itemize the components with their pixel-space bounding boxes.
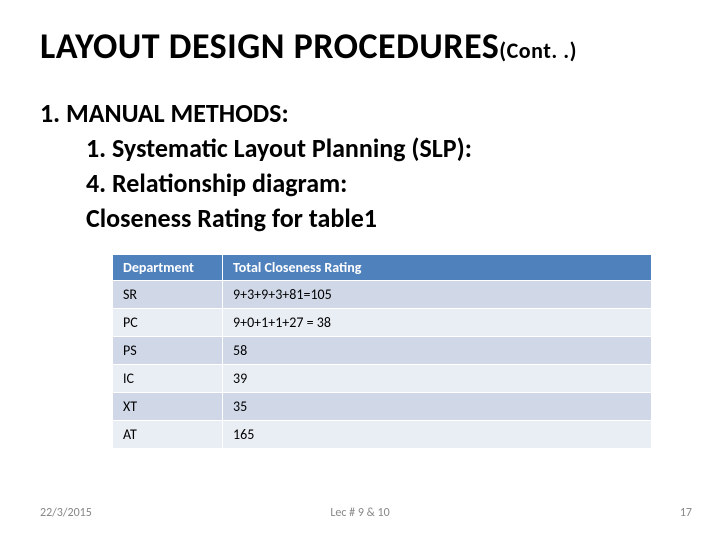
th-rating: Total Closeness Rating xyxy=(223,255,652,281)
body-line-2: 1. Systematic Layout Planning (SLP): xyxy=(40,131,680,166)
body-line-1: 1. MANUAL METHODS: xyxy=(40,96,680,131)
table-row: SR9+3+9+3+81=105 xyxy=(113,281,652,309)
cell-rating: 9+0+1+1+27 = 38 xyxy=(223,309,652,337)
cell-rating: 58 xyxy=(223,337,652,365)
body-line-3: 4. Relationship diagram: xyxy=(40,166,680,201)
table-header-row: Department Total Closeness Rating xyxy=(113,255,652,281)
table-row: AT165 xyxy=(113,421,652,449)
cell-department: PC xyxy=(113,309,223,337)
cell-department: SR xyxy=(113,281,223,309)
cell-rating: 39 xyxy=(223,365,652,393)
cell-department: IC xyxy=(113,365,223,393)
closeness-table: Department Total Closeness Rating SR9+3+… xyxy=(112,254,652,449)
cell-department: XT xyxy=(113,393,223,421)
cell-department: PS xyxy=(113,337,223,365)
cell-rating: 35 xyxy=(223,393,652,421)
footer-page: 17 xyxy=(680,506,692,520)
cell-rating: 165 xyxy=(223,421,652,449)
title-cont: (Cont. .) xyxy=(499,37,577,64)
closeness-table-wrap: Department Total Closeness Rating SR9+3+… xyxy=(112,254,652,449)
slide: LAYOUT DESIGN PROCEDURES(Cont. .) 1. MAN… xyxy=(0,0,720,540)
table-row: PC9+0+1+1+27 = 38 xyxy=(113,309,652,337)
footer-date: 22/3/2015 xyxy=(40,506,92,520)
body-text: 1. MANUAL METHODS: 1. Systematic Layout … xyxy=(40,96,680,236)
title-main: LAYOUT DESIGN PROCEDURES xyxy=(40,24,499,68)
table-body: SR9+3+9+3+81=105PC9+0+1+1+27 = 38PS58IC3… xyxy=(113,281,652,449)
table-row: XT35 xyxy=(113,393,652,421)
table-row: IC39 xyxy=(113,365,652,393)
th-department: Department xyxy=(113,255,223,281)
slide-title: LAYOUT DESIGN PROCEDURES(Cont. .) xyxy=(40,24,680,68)
body-line-4: Closeness Rating for table1 xyxy=(40,201,680,236)
cell-department: AT xyxy=(113,421,223,449)
cell-rating: 9+3+9+3+81=105 xyxy=(223,281,652,309)
footer-center: Lec # 9 & 10 xyxy=(330,506,389,520)
table-row: PS58 xyxy=(113,337,652,365)
